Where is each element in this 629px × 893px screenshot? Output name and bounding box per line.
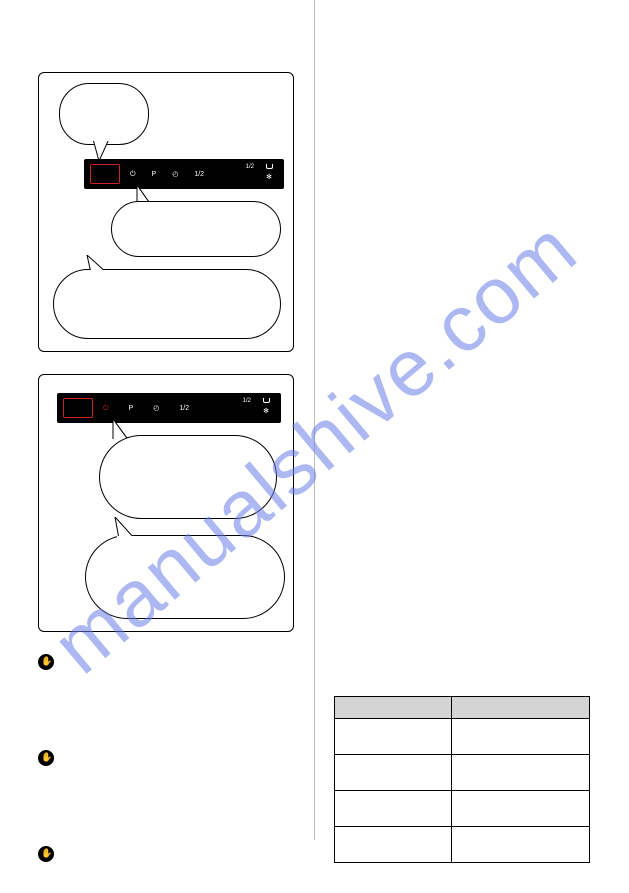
note-row-1: [38, 654, 306, 690]
table-header-row: [335, 697, 590, 719]
callout-bubble-2a: [99, 435, 277, 519]
hand-icon: [38, 654, 54, 670]
half-load-icon: 1/2: [194, 171, 204, 178]
bubble-tail-1c: [85, 255, 111, 273]
control-panel-strip-1: ⏻ P ◴ 1/2 1/2 ✻: [84, 159, 284, 189]
control-panel-strip-2: ⏻ P ◴ 1/2 1/2 ✻: [57, 393, 281, 423]
cup-icon: [266, 164, 273, 169]
control-icons-row: ⏻ P ◴ 1/2: [130, 171, 204, 178]
table-cell: [335, 719, 452, 755]
power-icon: ⏻: [130, 171, 136, 178]
program-icon: P: [129, 405, 134, 412]
table-cell: [335, 791, 452, 827]
bubble-tail-2b: [113, 517, 139, 539]
table-row: [335, 827, 590, 863]
callout-bubble-1b: [111, 201, 281, 257]
clock-icon: ◴: [153, 405, 159, 412]
table-cell: [335, 827, 452, 863]
table-cell: [452, 827, 590, 863]
settings-table: [334, 696, 590, 863]
callout-bubble-1a: [59, 83, 149, 145]
table-row: [335, 755, 590, 791]
hand-icon: [38, 750, 54, 766]
rinse-aid-icon: ✻: [266, 173, 272, 181]
diagram-panel-1: ⏻ P ◴ 1/2 1/2 ✻: [38, 72, 294, 352]
diagram-panel-2: ⏻ P ◴ 1/2 1/2 ✻: [38, 374, 294, 632]
left-column: ⏻ P ◴ 1/2 1/2 ✻ ⏻ P: [38, 72, 306, 882]
clock-icon: ◴: [172, 171, 178, 178]
power-icon: ⏻: [103, 405, 109, 412]
program-icon: P: [152, 171, 157, 178]
note-row-3: [38, 846, 306, 882]
half-load-icon: 1/2: [179, 405, 189, 412]
half-indicator-icon: 1/2: [243, 398, 251, 404]
rinse-aid-icon: ✻: [263, 407, 269, 415]
hand-icon: [38, 846, 54, 862]
table-cell: [452, 755, 590, 791]
note-row-2: [38, 750, 306, 786]
table-row: [335, 719, 590, 755]
table-header-2: [452, 697, 590, 719]
display-box: [63, 398, 93, 418]
control-icons-row: ⏻ P ◴ 1/2: [103, 405, 189, 412]
column-divider: [314, 0, 315, 840]
half-indicator-icon: 1/2: [246, 164, 254, 170]
table-cell: [335, 755, 452, 791]
right-column: [334, 72, 590, 842]
table-header-1: [335, 697, 452, 719]
display-box: [90, 164, 120, 184]
callout-bubble-2b: [85, 535, 285, 619]
table-cell: [452, 719, 590, 755]
table-cell: [452, 791, 590, 827]
callout-bubble-1c: [53, 269, 281, 339]
table-row: [335, 791, 590, 827]
cup-icon: [263, 398, 270, 403]
